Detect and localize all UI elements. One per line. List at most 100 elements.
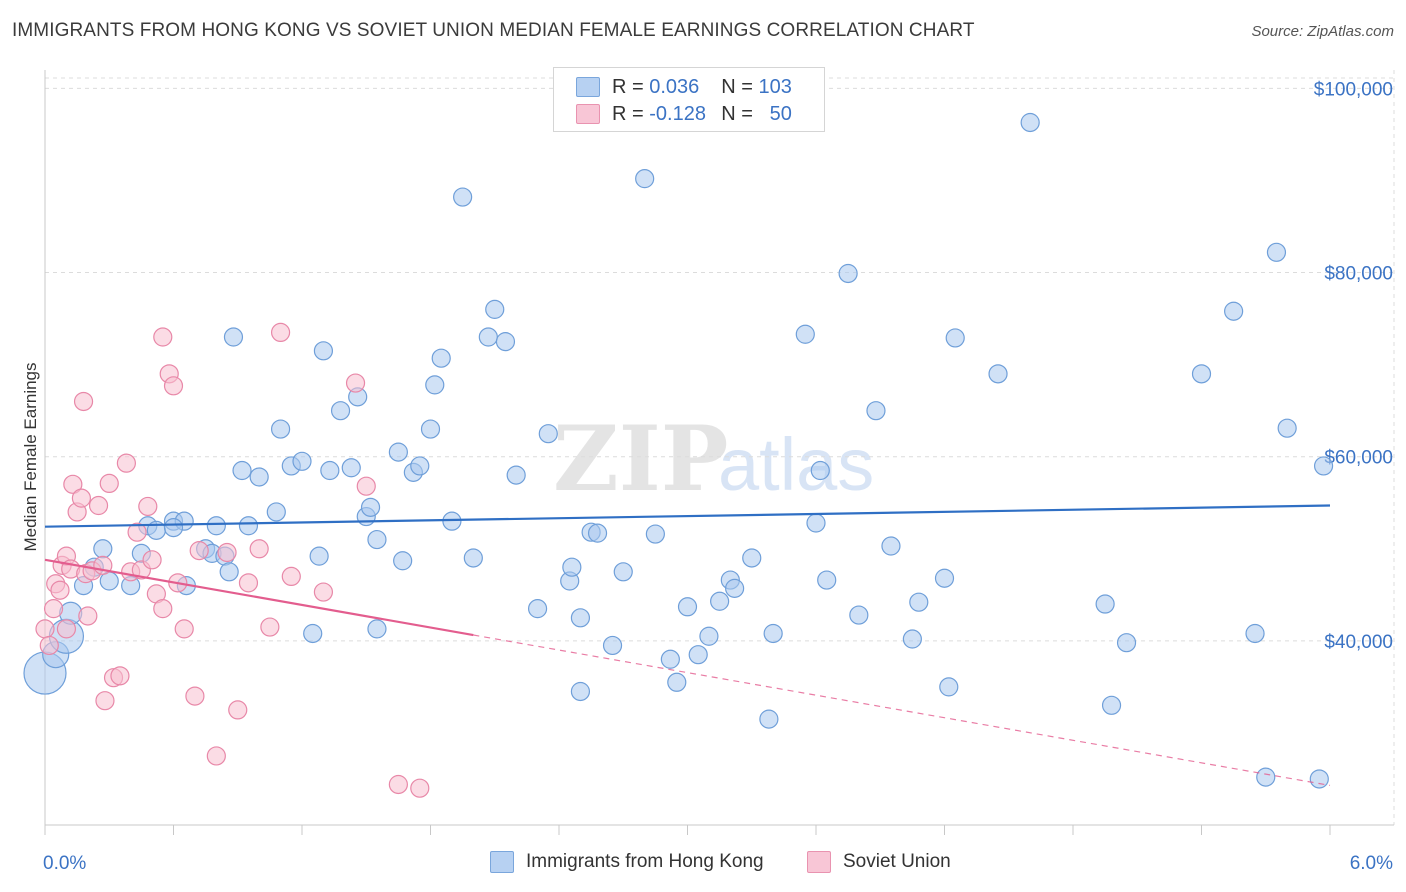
data-point: [356, 476, 376, 496]
data-point: [1095, 594, 1115, 614]
trend-lines: [44, 504, 1331, 786]
data-point: [506, 465, 526, 485]
y-tick-label: $40,000: [1324, 632, 1393, 653]
data-point: [219, 562, 239, 582]
data-point: [163, 518, 184, 538]
legend-r-label: R =: [612, 102, 644, 125]
data-point: [1116, 633, 1137, 653]
data-point: [206, 746, 226, 766]
data-point: [902, 629, 922, 649]
legend-swatch-blue: [576, 77, 600, 97]
data-point: [1309, 769, 1329, 789]
data-point: [1245, 623, 1265, 644]
chart-title: IMMIGRANTS FROM HONG KONG VS SOVIET UNIO…: [12, 20, 975, 41]
legend-r-value: 0.036: [649, 75, 700, 98]
data-point: [1266, 242, 1287, 262]
data-point: [228, 700, 248, 720]
bottom-legend-label: Immigrants from Hong Kong: [526, 851, 764, 872]
data-point: [677, 597, 698, 617]
bottom-legend-hong-kong: Immigrants from Hong Kong: [490, 851, 764, 873]
data-point: [43, 599, 64, 619]
data-point: [570, 681, 591, 702]
data-point: [725, 578, 745, 598]
data-point: [817, 570, 837, 590]
data-point: [174, 619, 194, 639]
data-point: [388, 442, 408, 462]
data-point: [110, 666, 130, 686]
data-point: [345, 373, 366, 393]
data-point: [281, 566, 301, 587]
data-point: [185, 686, 205, 706]
data-point: [420, 419, 441, 439]
data-point: [849, 605, 869, 625]
data-point: [95, 691, 115, 711]
data-point: [138, 496, 158, 517]
data-point: [881, 536, 901, 556]
data-point: [313, 582, 334, 602]
y-tick-label: $60,000: [1324, 448, 1393, 469]
data-point: [303, 623, 323, 644]
bottom-legend-label: Soviet Union: [843, 851, 951, 872]
data-point: [206, 516, 226, 536]
data-point: [538, 424, 558, 444]
data-point: [71, 488, 92, 508]
data-point: [163, 376, 184, 396]
data-point: [313, 341, 334, 361]
data-point: [1277, 418, 1297, 438]
data-point: [453, 187, 473, 207]
data-point: [562, 557, 582, 577]
data-point: [367, 619, 387, 639]
data-point: [710, 591, 730, 611]
data-point: [99, 473, 119, 494]
data-point: [1313, 456, 1334, 476]
data-point: [838, 263, 858, 284]
legend-n-value: 50: [769, 102, 792, 125]
series-soviet-union-points: [35, 322, 430, 798]
data-point: [127, 522, 147, 542]
source-label: Source: ZipAtlas.com: [1251, 23, 1394, 40]
watermark-atlas: atlas: [718, 423, 874, 506]
watermark: ZIP atlas: [553, 406, 874, 512]
data-point: [223, 327, 244, 347]
data-point: [1191, 364, 1212, 384]
data-point: [934, 568, 955, 588]
data-point: [217, 542, 237, 563]
legend-row-hong-kong: R = 0.036 N = 103: [576, 74, 792, 100]
data-point: [292, 451, 312, 471]
data-point: [238, 516, 259, 536]
data-point: [388, 774, 408, 795]
data-point: [602, 635, 623, 656]
y-tick-labels: $40,000 $60,000 $80,000 $100,000: [1314, 79, 1393, 652]
data-point: [939, 677, 959, 697]
data-point: [810, 460, 830, 481]
watermark-zip: ZIP: [553, 406, 728, 512]
legend-r-value: -0.128: [649, 102, 706, 125]
data-point: [249, 467, 269, 487]
data-point: [330, 401, 351, 421]
data-point: [425, 375, 445, 395]
data-point: [341, 458, 361, 478]
x-tick-label: 6.0%: [1350, 853, 1393, 874]
data-point: [63, 474, 83, 494]
data-point: [635, 169, 655, 189]
data-point: [153, 599, 173, 619]
bottom-legend-soviet-union: Soviet Union: [807, 851, 951, 873]
data-point: [945, 328, 965, 348]
data-point: [78, 606, 98, 626]
data-point: [495, 332, 516, 352]
bottom-legend-swatch-pink: [807, 851, 831, 873]
x-tick-label: 0.0%: [43, 853, 86, 874]
data-point: [73, 391, 94, 412]
data-point: [232, 460, 252, 481]
data-point: [742, 548, 762, 568]
correlation-legend: R = 0.036 N = 103 R = -0.128 N = 50: [553, 67, 825, 132]
legend-n-label: N =: [721, 75, 753, 98]
legend-swatch-pink: [576, 104, 600, 124]
data-point: [988, 364, 1008, 384]
data-point: [393, 551, 413, 571]
data-point: [699, 626, 719, 646]
data-point: [142, 550, 162, 570]
y-axis-label: Median Female Earnings: [21, 363, 40, 552]
data-point: [463, 548, 483, 568]
